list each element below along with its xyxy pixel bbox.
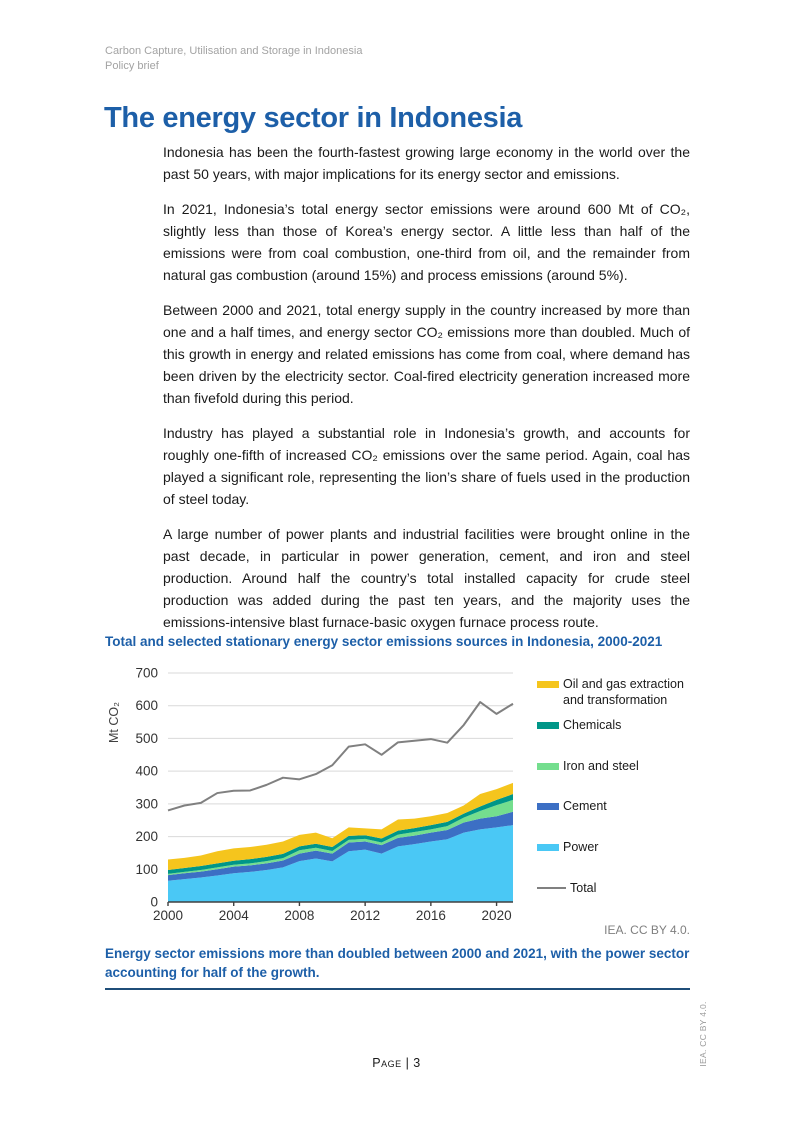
y-tick-label: 0 (150, 895, 158, 910)
x-tick-label: 2012 (350, 908, 380, 923)
paragraph-3: Between 2000 and 2021, total energy supp… (163, 302, 690, 406)
legend-label: Power (563, 840, 599, 855)
paragraph-2: In 2021, Indonesia’s total energy sector… (163, 201, 690, 283)
y-tick-label: 600 (135, 698, 158, 713)
legend-item-total: Total (537, 880, 695, 896)
x-tick-label: 2016 (416, 908, 446, 923)
x-tick-label: 2000 (153, 908, 183, 923)
legend-item-chemicals: Chemicals (537, 717, 695, 733)
legend-color-swatch (537, 762, 559, 770)
area-series-cement (168, 811, 513, 881)
legend-label: Oil and gas extraction and transformatio… (563, 677, 684, 707)
area-series-oil-and-gas-extraction-and-transformation (168, 782, 513, 870)
paragraph-4: Industry has played a substantial role i… (163, 425, 690, 507)
y-tick-label: 100 (135, 862, 158, 877)
figure-caption: Energy sector emissions more than double… (105, 946, 690, 980)
running-header-line1: Carbon Capture, Utilisation and Storage … (105, 45, 363, 57)
legend-line-swatch (537, 887, 566, 889)
chart-legend: Oil and gas extraction and transformatio… (537, 676, 695, 906)
legend-label: Cement (563, 799, 607, 814)
area-series-power (168, 825, 513, 902)
emissions-stacked-area-chart: 2000 2004 2008 2012 2016 2020 0 100 200 300 400 500… (107, 666, 514, 923)
y-tick-label: 200 (135, 829, 158, 844)
running-header: Carbon Capture, Utilisation and Storage … (105, 44, 362, 74)
legend-item-power: Power (537, 839, 695, 855)
y-tick-label: 300 (135, 796, 158, 811)
legend-label: Chemicals (563, 717, 622, 732)
paragraph-1: Indonesia has been the fourth-fastest gr… (163, 144, 690, 182)
legend-label: Total (570, 881, 597, 895)
legend-color-swatch (537, 844, 559, 852)
legend-label: Iron and steel (563, 758, 639, 773)
y-tick-label: 500 (135, 731, 158, 746)
line-series-total (167, 701, 514, 812)
x-tick-label: 2004 (219, 908, 250, 923)
section-divider (105, 988, 690, 990)
legend-color-swatch (537, 803, 559, 811)
figure-credit: IEA. CC BY 4.0. (604, 923, 690, 937)
body-text: Indonesia has been the fourth-fastest gr… (163, 141, 690, 646)
running-header-line2: Policy brief (105, 60, 159, 72)
y-tick-label: 700 (135, 666, 158, 681)
area-series-chemicals (168, 794, 513, 874)
legend-color-swatch (537, 681, 559, 688)
page-title: The energy sector in Indonesia (104, 102, 523, 134)
paragraph-5: A large number of power plants and indus… (163, 526, 690, 630)
legend-item-iron-and-steel: Iron and steel (537, 758, 695, 774)
y-axis-label: Mt CO₂ (107, 702, 121, 743)
page-number: Page | 3 (372, 1056, 421, 1070)
legend-item-oil-and-gas-extraction-and-transformation: Oil and gas extraction and transformatio… (537, 676, 695, 708)
figure-title: Total and selected stationary energy sec… (105, 634, 663, 649)
y-tick-label: 400 (135, 764, 158, 779)
x-tick-label: 2008 (284, 908, 314, 923)
x-tick-label: 2020 (482, 908, 512, 923)
legend-color-swatch (537, 721, 559, 729)
legend-item-cement: Cement (537, 798, 695, 814)
